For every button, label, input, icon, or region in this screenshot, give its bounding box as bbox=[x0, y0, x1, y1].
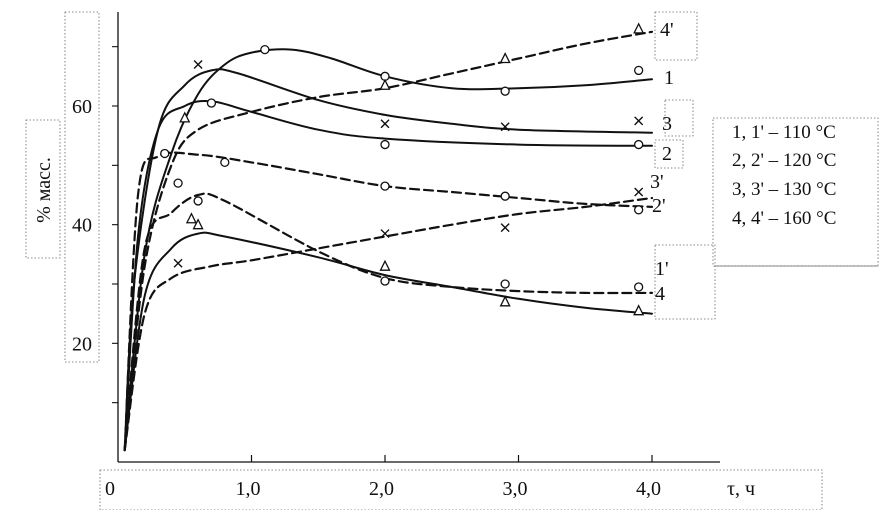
x-tick-label: 4,0 bbox=[636, 478, 661, 500]
point-2 bbox=[206, 98, 217, 108]
legend-entry-4: 4, 4' – 160 °C bbox=[732, 208, 836, 229]
point-extra bbox=[185, 212, 197, 224]
point-1 bbox=[500, 86, 510, 96]
point-3prime bbox=[173, 258, 183, 268]
point-3prime bbox=[380, 229, 390, 239]
x-tick-label: 1,0 bbox=[236, 478, 261, 500]
legend-entry-3: 3, 3' – 130 °C bbox=[732, 179, 836, 200]
y-axis-label-frame bbox=[25, 119, 61, 259]
axis-ticks: 0 1,0 2,0 3,0 4,0 20 40 60 bbox=[72, 46, 661, 500]
point-extra bbox=[173, 178, 183, 188]
point-4prime bbox=[379, 78, 391, 90]
curve-label-3: 3 bbox=[662, 113, 672, 135]
x-tick-label: 2,0 bbox=[369, 478, 394, 500]
legend-entry-2: 2, 2' – 120 °C bbox=[732, 150, 836, 171]
curve-label-2: 2 bbox=[662, 143, 672, 165]
point-2 bbox=[380, 139, 390, 150]
series-line-3prime bbox=[123, 196, 654, 452]
y-axis-label: % масс. bbox=[33, 157, 55, 223]
x-axis-label: τ, ч bbox=[727, 478, 755, 500]
y-tick-label: 40 bbox=[72, 215, 92, 237]
point-1 bbox=[260, 44, 270, 55]
point-1prime bbox=[500, 279, 510, 289]
curve-label-frame-2 bbox=[654, 139, 684, 169]
curve-label-frame-3 bbox=[664, 99, 694, 137]
y-tick-label: 60 bbox=[72, 96, 92, 118]
curve-label-1prime: 1' bbox=[655, 258, 669, 280]
point-4 bbox=[633, 304, 645, 316]
series-line-1 bbox=[123, 48, 653, 452]
point-2prime bbox=[220, 157, 230, 168]
point-2prime bbox=[634, 205, 644, 215]
point-3prime bbox=[500, 223, 510, 233]
point-3 bbox=[193, 59, 203, 69]
curve-label-frame-4prime bbox=[654, 11, 698, 61]
x-tick-label: 3,0 bbox=[503, 478, 528, 500]
point-2prime bbox=[380, 181, 390, 191]
curve-label-3prime: 3' bbox=[650, 171, 664, 193]
point-2 bbox=[634, 139, 644, 150]
y-tick-label-frame bbox=[64, 11, 100, 363]
data-series bbox=[123, 30, 654, 452]
curve-label-4prime: 4' bbox=[660, 19, 674, 41]
x-tick-label: 0 bbox=[105, 478, 115, 500]
series-line-4prime bbox=[123, 30, 654, 452]
point-4 bbox=[379, 259, 391, 271]
point-4prime bbox=[499, 52, 511, 64]
series-line-2prime bbox=[123, 151, 654, 452]
curve-label-1: 1 bbox=[664, 67, 674, 89]
point-3 bbox=[500, 122, 510, 132]
point-1prime bbox=[380, 276, 390, 286]
curve-label-4: 4 bbox=[655, 283, 665, 305]
x-tick-label-frame bbox=[99, 469, 823, 510]
point-4prime bbox=[179, 111, 191, 123]
point-3 bbox=[380, 119, 390, 129]
series-line-2 bbox=[123, 99, 653, 452]
point-1 bbox=[634, 65, 644, 76]
point-4 bbox=[499, 295, 511, 307]
point-1prime bbox=[634, 282, 644, 292]
curve-label-2prime: 2' bbox=[652, 195, 666, 217]
point-3prime bbox=[634, 187, 644, 197]
point-4 bbox=[192, 218, 204, 230]
point-3 bbox=[634, 116, 644, 126]
point-2prime bbox=[160, 148, 170, 159]
series-line-3 bbox=[123, 68, 653, 452]
point-2prime bbox=[500, 191, 510, 201]
point-1prime bbox=[193, 196, 203, 206]
curve-label-frame-1prime-4 bbox=[654, 244, 716, 320]
legend-entry-1: 1, 1' – 110 °C bbox=[732, 122, 836, 143]
series-line-4 bbox=[123, 231, 653, 452]
series-line-1prime bbox=[123, 192, 654, 452]
data-markers bbox=[160, 22, 645, 316]
y-tick-label: 20 bbox=[72, 333, 92, 355]
point-4prime bbox=[633, 22, 645, 34]
